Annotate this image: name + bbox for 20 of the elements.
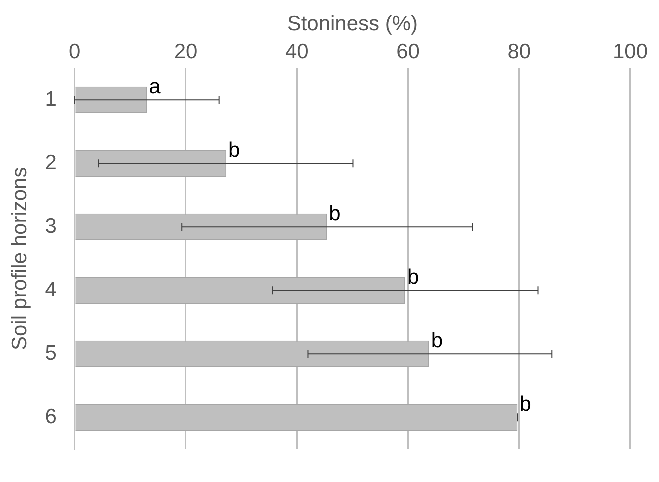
- annotation: b: [228, 138, 240, 162]
- x-tick-label: 0: [69, 40, 81, 64]
- x-tick-label: 40: [285, 40, 309, 64]
- y-tick-label: 2: [45, 151, 57, 174]
- y-tick-label: 5: [45, 342, 57, 365]
- y-axis-title: Soil profile horizons: [8, 167, 32, 351]
- annotation: a: [149, 75, 162, 98]
- annotation: b: [329, 202, 341, 226]
- x-axis-title: Stoniness (%): [287, 12, 418, 36]
- y-tick-label: 1: [45, 88, 57, 111]
- y-tick-label: 4: [45, 278, 58, 302]
- y-tick-label: 3: [45, 214, 57, 238]
- annotation: b: [407, 266, 420, 289]
- x-tick-label: 80: [508, 40, 532, 64]
- x-tick-label: 20: [174, 40, 198, 64]
- x-tick-label: 100: [612, 40, 648, 64]
- y-tick-label: 6: [45, 405, 57, 428]
- annotation: b: [431, 329, 444, 352]
- annotation: b: [520, 392, 532, 416]
- x-tick-label: 60: [396, 40, 420, 64]
